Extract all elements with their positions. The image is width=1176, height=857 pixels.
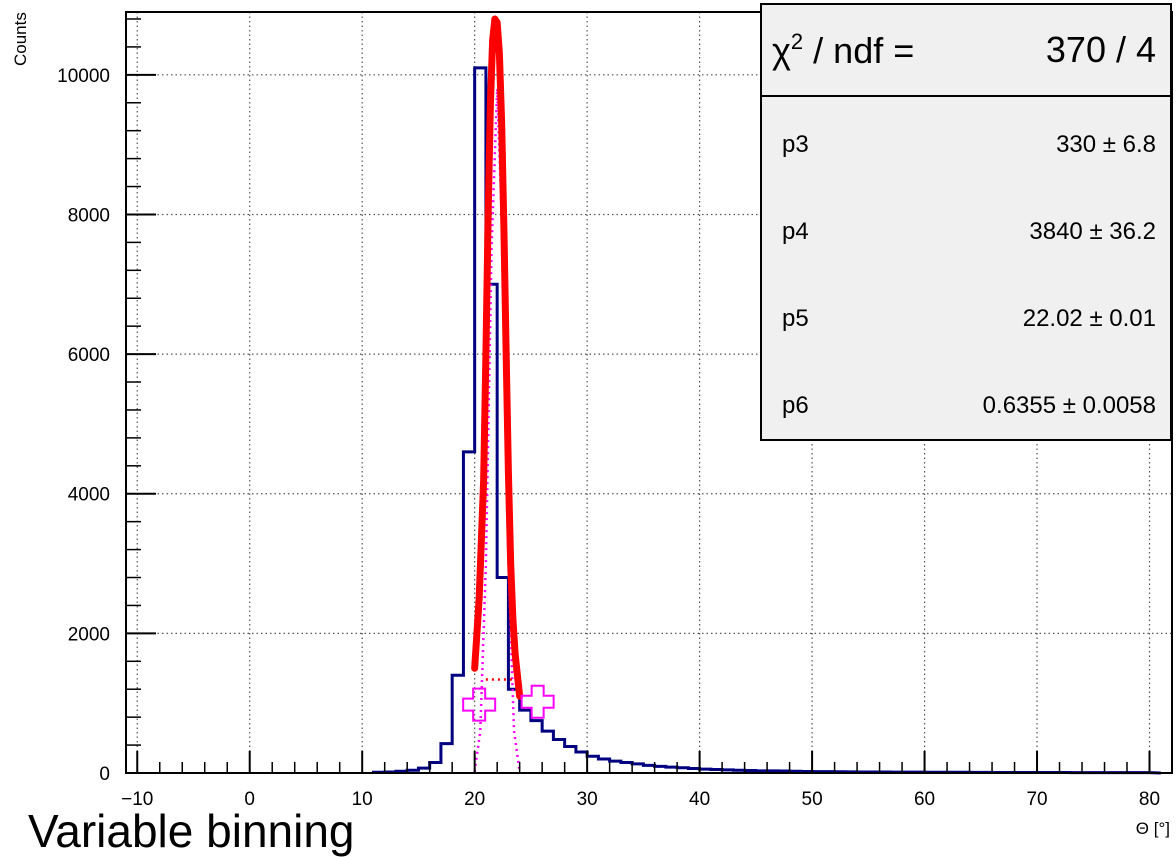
param-value: 0.6355 ± 0.0058 — [982, 392, 1156, 419]
fit-curve — [471, 15, 524, 700]
chi-power: 2 — [790, 28, 804, 54]
y-tick-label: 4000 — [68, 485, 110, 506]
stat-row-p5: p5 22.02 ± 0.01 — [762, 299, 1170, 339]
plot-frame — [125, 11, 1173, 774]
x-tick-label: 20 — [464, 789, 485, 810]
chi-symbol: χ — [772, 29, 791, 71]
param-name: p3 — [782, 131, 809, 158]
x-tick-label: 0 — [244, 789, 255, 810]
stats-header: χ2 / ndf = 370 / 4 — [762, 5, 1170, 97]
stat-row-p3: p3 330 ± 6.8 — [762, 125, 1170, 165]
x-tick-label: −10 — [121, 789, 153, 810]
param-value: 3840 ± 36.2 — [1029, 218, 1156, 245]
data-point-marker — [462, 687, 497, 722]
param-value: 22.02 ± 0.01 — [1022, 305, 1156, 332]
data-point-marker — [520, 684, 555, 719]
x-tick-label: 60 — [914, 789, 935, 810]
param-name: p6 — [782, 392, 809, 419]
y-tick-label: 10000 — [57, 66, 110, 87]
chi2-label: χ2 / ndf = — [772, 29, 914, 72]
chi2-ndf-label: / ndf = — [813, 29, 915, 71]
axis-layer: −10 0 10 20 30 40 50 60 70 80 0 2000 4000 6000 8000 100… — [57, 18, 1160, 810]
stat-row-p4: p4 3840 ± 36.2 — [762, 212, 1170, 252]
stat-row-p6: p6 0.6355 ± 0.0058 — [762, 386, 1170, 426]
x-tick-label: 30 — [577, 789, 598, 810]
x-tick-label: 80 — [1139, 789, 1160, 810]
param-name: p4 — [782, 218, 809, 245]
y-axis-title: Counts — [11, 12, 30, 66]
x-tick-label: 50 — [802, 789, 823, 810]
x-axis-title: Θ [°] — [1136, 819, 1170, 838]
component-curve — [473, 88, 521, 772]
y-tick-label: 2000 — [68, 624, 110, 645]
y-tick-label: 8000 — [68, 205, 110, 226]
y-tick-label: 0 — [99, 764, 110, 785]
chi2-value: 370 / 4 — [1045, 29, 1156, 70]
caption-text: Variable binning — [28, 805, 355, 857]
x-tick-label: 10 — [352, 789, 373, 810]
y-tick-label: 6000 — [68, 345, 110, 366]
param-name: p5 — [782, 305, 809, 332]
fit-stats-box: χ2 / ndf = 370 / 4 p3 330 ± 6.8 p4 3840 … — [760, 3, 1172, 441]
param-value: 330 ± 6.8 — [1056, 131, 1156, 158]
x-tick-label: 70 — [1026, 789, 1047, 810]
x-tick-label: 40 — [689, 789, 710, 810]
